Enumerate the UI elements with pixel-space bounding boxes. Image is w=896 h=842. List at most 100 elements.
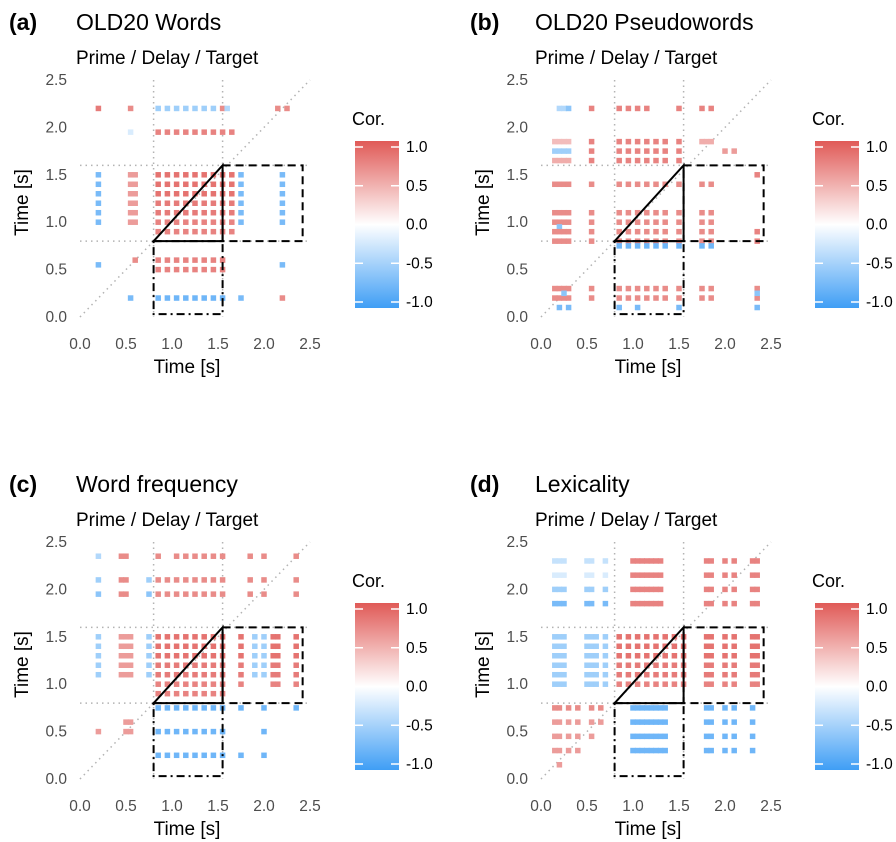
heatmap-cell xyxy=(648,586,655,593)
heatmap-cell xyxy=(676,295,682,301)
heatmap-cell xyxy=(552,295,558,301)
legend-title: Cor. xyxy=(812,571,845,591)
heatmap-cell xyxy=(132,172,138,178)
heatmap-cell xyxy=(561,653,567,659)
heatmap-cell xyxy=(95,577,102,583)
heatmap-cell xyxy=(653,586,659,593)
heatmap-cell xyxy=(616,219,622,225)
legend-tick-label: 0.0 xyxy=(406,679,428,696)
heatmap-cell xyxy=(653,634,659,640)
heatmap-cell xyxy=(261,634,267,640)
heatmap-cell xyxy=(749,681,756,687)
y-tick-label: 2.0 xyxy=(506,581,528,598)
heatmap-cell xyxy=(639,705,645,711)
heatmap-cell xyxy=(625,228,632,235)
heatmap-cell xyxy=(238,200,244,206)
heatmap-cell xyxy=(634,219,641,225)
heatmap-cell xyxy=(95,105,102,112)
heatmap-cell xyxy=(192,295,198,301)
heatmap-cell xyxy=(565,304,572,311)
heatmap-cell xyxy=(634,209,641,216)
heatmap-cell xyxy=(616,285,622,292)
y-tick-label: 0.0 xyxy=(506,771,528,788)
heatmap-cell xyxy=(754,671,760,678)
heatmap-cell xyxy=(754,295,760,301)
heatmap-cell xyxy=(192,690,198,697)
y-tick-label: 2.0 xyxy=(506,119,528,136)
heatmap-cell xyxy=(625,219,632,225)
heatmap-cell xyxy=(588,285,595,292)
heatmap-cell xyxy=(201,209,207,216)
heatmap-cell xyxy=(229,209,235,216)
heatmap-cell xyxy=(588,600,595,607)
heatmap-cell xyxy=(708,105,714,112)
heatmap-cell xyxy=(183,671,189,678)
heatmap-cell xyxy=(210,553,217,559)
heatmap-cell xyxy=(95,200,102,206)
heatmap-cell xyxy=(565,747,572,754)
target-box xyxy=(221,626,304,705)
heatmap-cell xyxy=(699,243,705,249)
heatmap-cell xyxy=(644,105,650,112)
heatmap-cell xyxy=(588,238,595,244)
heatmap-cell xyxy=(118,577,125,583)
heatmap-cell xyxy=(616,148,622,154)
heatmap-cell xyxy=(293,662,299,668)
heatmap-cell xyxy=(173,191,180,197)
heatmap-cell xyxy=(192,105,198,112)
heatmap-cell xyxy=(95,172,102,178)
heatmap-cell xyxy=(210,728,217,735)
heatmap-cell xyxy=(219,577,226,583)
x-tick-label: 0.5 xyxy=(115,336,137,353)
heatmap-cell xyxy=(173,172,180,178)
heatmap-cell xyxy=(639,747,645,754)
heatmap-cell xyxy=(731,558,737,564)
heatmap-cell xyxy=(722,733,728,740)
panel-title: Word frequency xyxy=(76,471,238,497)
heatmap-cell xyxy=(556,238,563,244)
heatmap-cell xyxy=(630,705,636,711)
heatmap-cell xyxy=(616,209,622,216)
heatmap-cell xyxy=(123,577,129,583)
x-tick-label: 2.5 xyxy=(299,336,321,353)
heatmap-cell xyxy=(118,643,125,650)
heatmap-cell xyxy=(123,643,129,650)
heatmap-cell xyxy=(229,219,235,225)
legend-tick-label: 0.5 xyxy=(866,640,888,657)
y-tick-label: 1.5 xyxy=(506,167,528,184)
legend-tick-label: 0.5 xyxy=(866,178,888,195)
heatmap-cell xyxy=(164,257,171,263)
heatmap-cell xyxy=(238,681,244,687)
heatmap-cell xyxy=(556,643,563,650)
heatmap-cell xyxy=(561,138,567,145)
heatmap-cell xyxy=(561,662,567,668)
heatmap-cell xyxy=(556,304,563,311)
heatmap-cell xyxy=(201,690,207,697)
heatmap-cell xyxy=(183,752,189,759)
heatmap-cell xyxy=(192,643,198,650)
heatmap-cell xyxy=(556,572,563,578)
y-tick-label: 1.0 xyxy=(45,676,67,693)
heatmap-cell xyxy=(183,591,189,597)
heatmap-cell xyxy=(173,643,180,650)
legend-tick-label: 0.5 xyxy=(406,640,428,657)
heatmap-cell xyxy=(616,671,622,678)
heatmap-cell xyxy=(634,572,641,578)
heatmap-cell xyxy=(238,752,244,759)
heatmap-cell xyxy=(552,681,558,687)
heatmap-cell xyxy=(731,747,737,754)
target-box xyxy=(682,164,765,243)
heatmap-cell xyxy=(722,643,728,650)
panel-letter: (d) xyxy=(470,471,499,497)
heatmap-cell xyxy=(123,591,129,597)
heatmap-cell xyxy=(183,690,189,697)
heatmap-cell xyxy=(634,705,641,711)
heatmap-cell xyxy=(616,653,622,659)
heatmap-cell xyxy=(270,653,276,659)
heatmap-cell xyxy=(644,671,650,678)
heatmap-cell xyxy=(561,181,567,188)
heatmap-cell xyxy=(556,219,563,225)
heatmap-cell xyxy=(561,209,567,216)
y-tick-label: 2.0 xyxy=(45,119,67,136)
heatmap-cell xyxy=(552,157,558,164)
